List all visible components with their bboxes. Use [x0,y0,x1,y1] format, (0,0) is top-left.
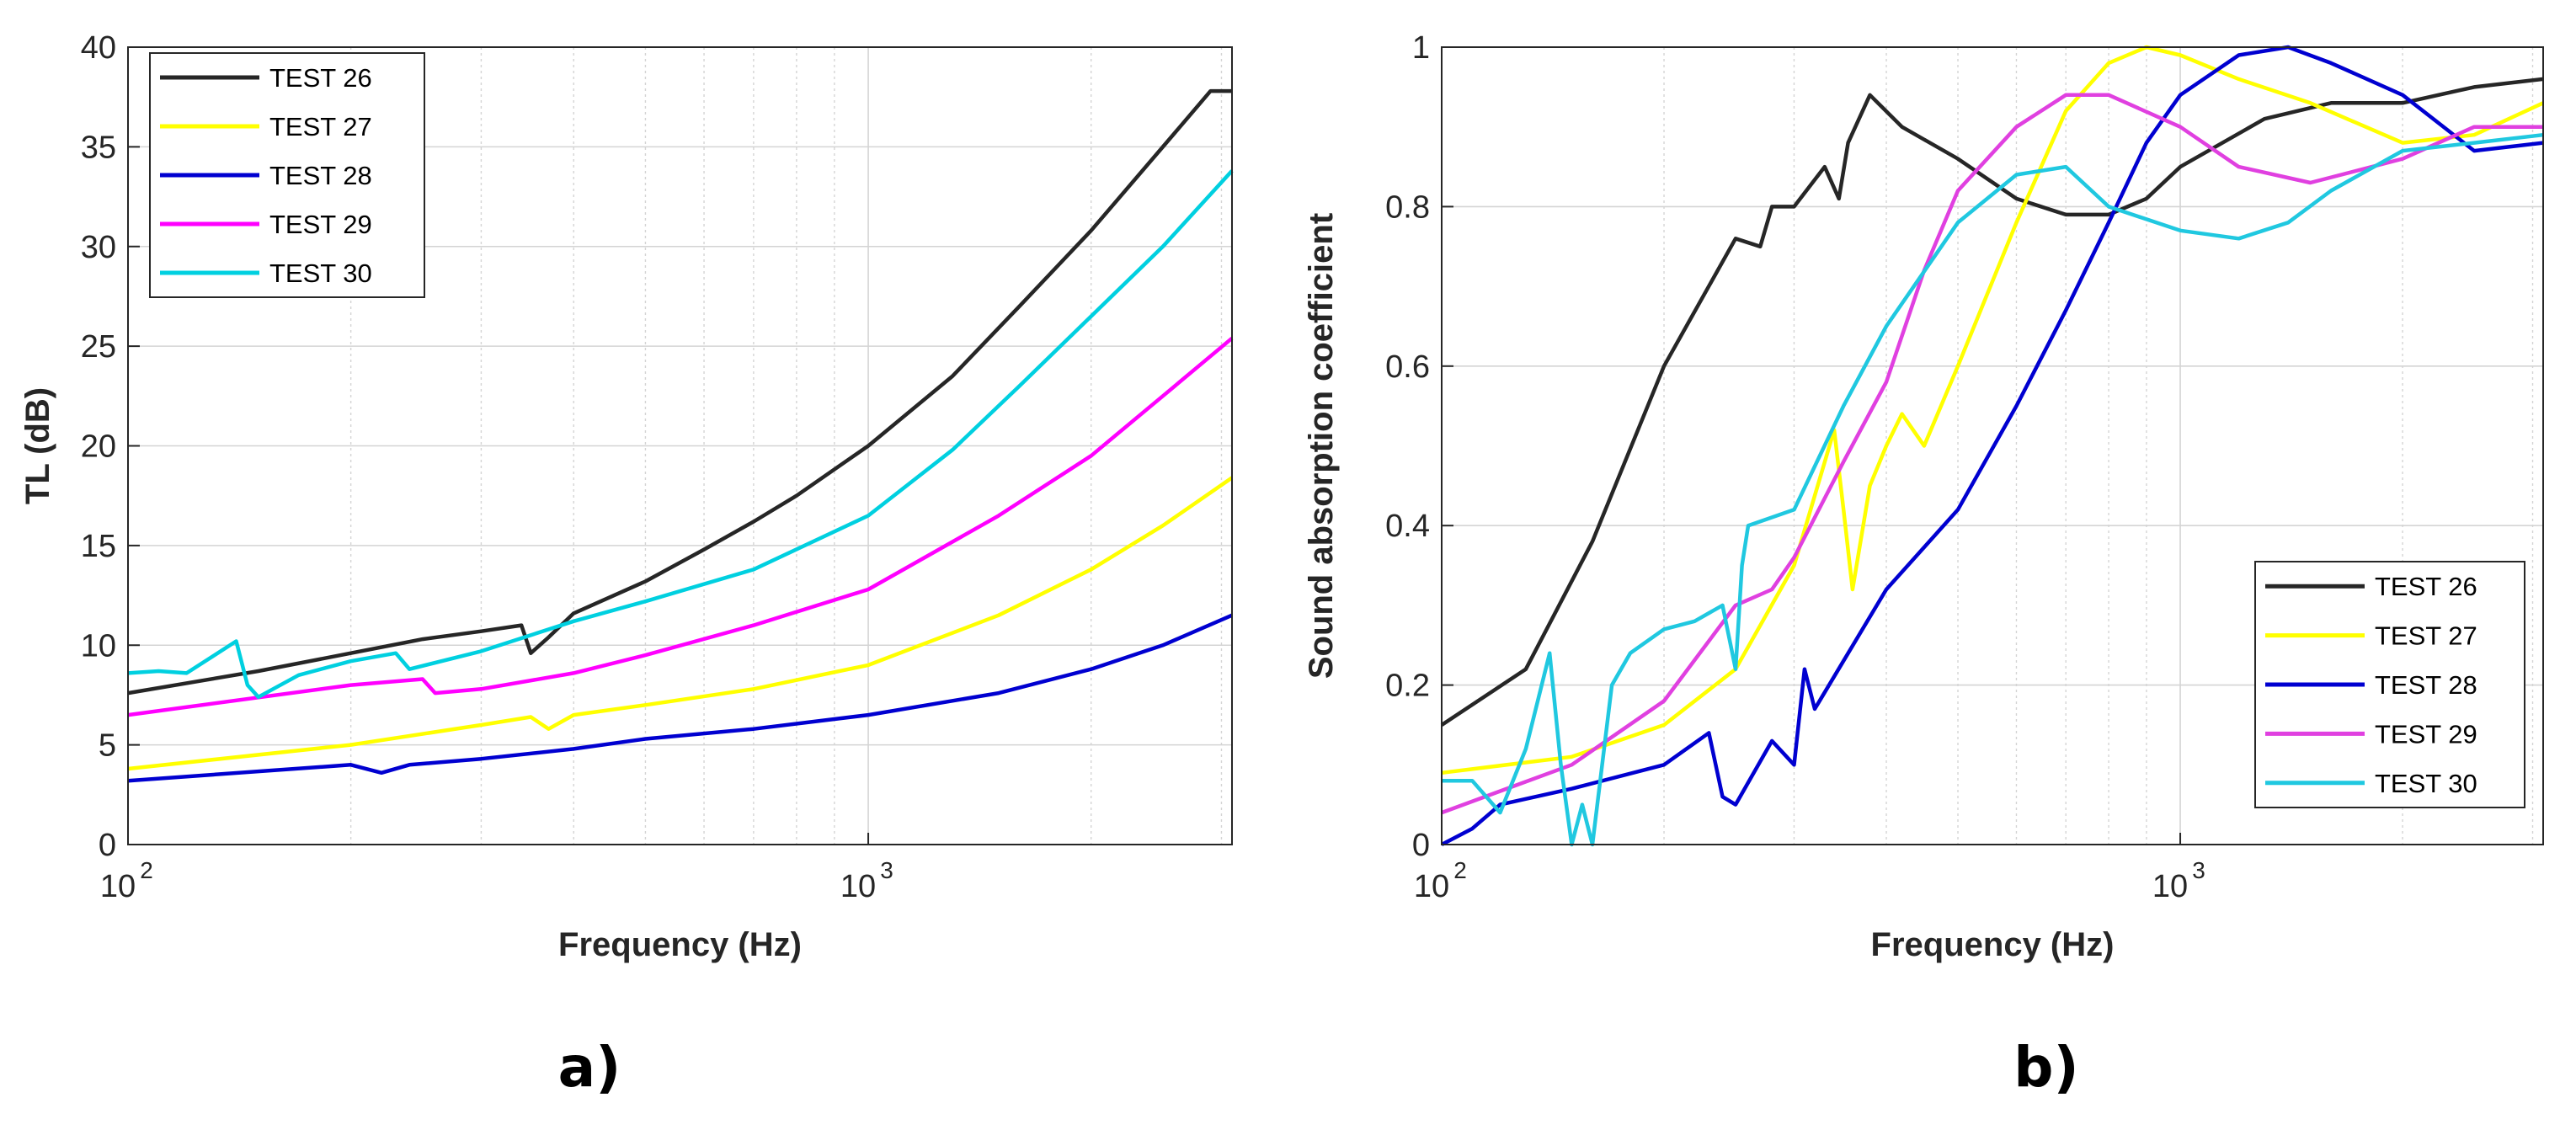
legend-entry: TEST 27 [269,112,372,141]
y-tick-label: 30 [81,230,116,265]
axes-box [1441,46,2544,845]
y-tick-label: 0.2 [1385,669,1430,704]
legend: TEST 26 TEST 27 TEST 28 TEST 29 TEST 30 [149,52,425,298]
legend-entry: TEST 29 [269,210,372,239]
series-line-test-27 [127,476,1234,771]
y-tick-label: 0 [99,828,116,863]
legend-entry: TEST 28 [2375,670,2477,700]
legend-entry: TEST 30 [269,259,372,288]
x-tick-exponent: 3 [2192,857,2205,883]
series-line-test-26 [127,88,1232,696]
panel-label: b) [2013,1035,2078,1100]
legend-entry: TEST 26 [269,63,372,93]
series-line-test-30 [127,169,1234,700]
y-tick-label: 40 [81,30,116,66]
x-axis-label: Frequency (Hz) [1871,926,2115,963]
legend-entry: TEST 29 [2375,719,2477,749]
legend-entry: TEST 28 [269,161,372,190]
x-tick-label: 10 [100,869,136,904]
series-line-test-27 [1441,45,2544,776]
x-tick-label: 10 [1414,869,1449,904]
y-tick-label: 25 [81,329,116,365]
y-tick-label: 0 [1412,828,1430,863]
legend: TEST 26 TEST 27 TEST 28 TEST 29 TEST 30 [2254,561,2525,808]
series-line-test-29 [1441,93,2543,815]
y-tick-label: 1 [1412,30,1430,66]
series-line-test-26 [1440,77,2544,727]
x-tick-label: 10 [840,869,876,904]
legend-entry: TEST 30 [2375,769,2477,798]
y-tick-label: 15 [81,529,116,564]
y-axis-label: Sound absorption coefficient [1303,213,1340,679]
series-line-test-28 [127,613,1233,783]
y-tick-label: 0.4 [1385,509,1430,544]
x-tick-exponent: 3 [880,857,893,883]
y-tick-label: 20 [81,429,116,465]
x-tick-exponent: 2 [1453,857,1467,883]
y-tick-label: 35 [81,130,116,165]
x-tick-exponent: 2 [140,857,153,883]
legend-entry: TEST 26 [2375,572,2477,601]
x-tick-label: 10 [2152,869,2188,904]
y-tick-label: 0.8 [1385,189,1430,225]
series-line-test-30 [1442,132,2544,847]
legend-entry: TEST 27 [2375,621,2477,651]
series-line-test-29 [127,336,1234,717]
panel-label: a) [558,1035,621,1100]
y-tick-label: 0.6 [1385,349,1430,385]
y-tick-label: 5 [99,728,116,764]
y-tick-label: 10 [81,628,116,664]
y-axis-label: TL (dB) [19,387,56,504]
x-axis-label: Frequency (Hz) [558,926,802,963]
